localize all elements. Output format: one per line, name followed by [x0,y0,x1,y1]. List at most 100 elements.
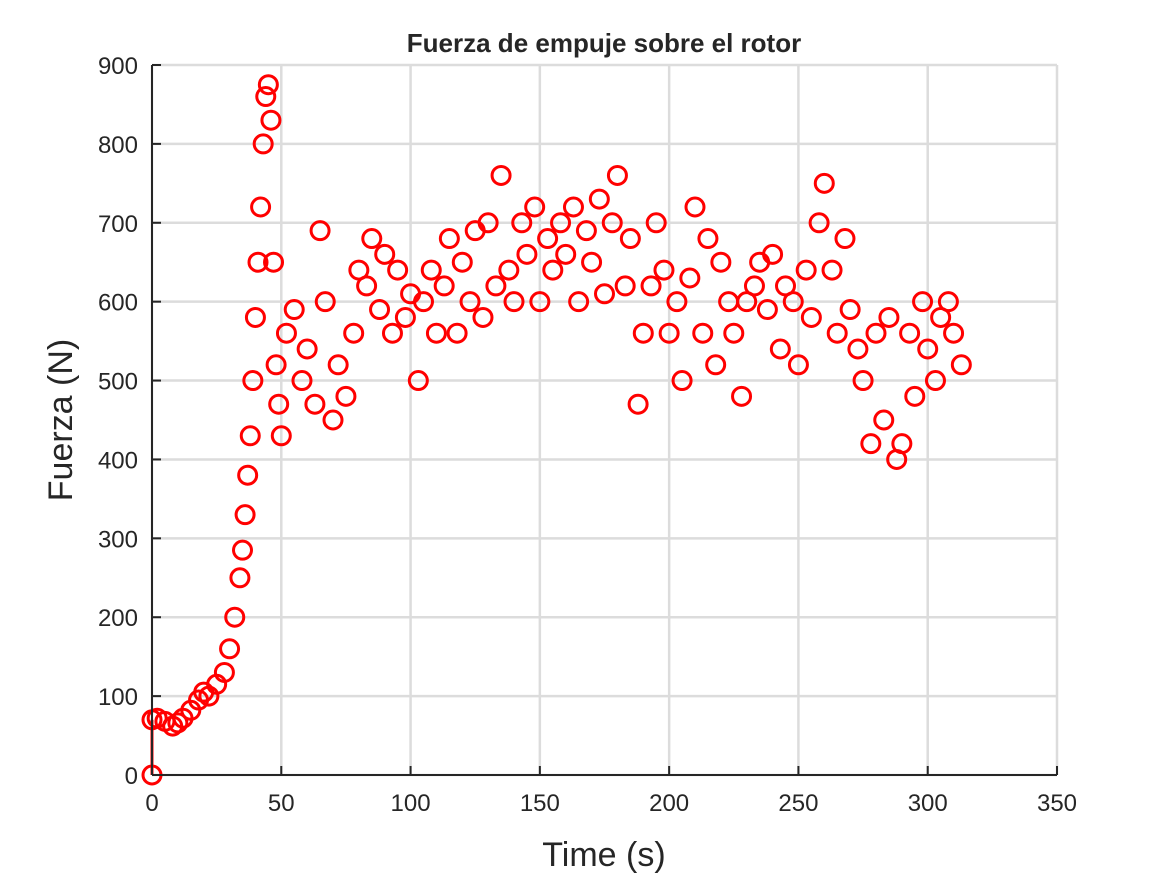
data-point [899,322,921,344]
data-point [327,354,349,376]
plot-background [152,65,1057,775]
y-tick-label: 900 [98,53,138,80]
data-point [924,370,946,392]
data-point [239,425,261,447]
plot-area [141,74,972,786]
data-point [309,220,331,242]
data-point [247,251,269,273]
data-point [394,306,416,328]
data-point [490,164,512,186]
data-point [769,338,791,360]
data-point [632,322,654,344]
data-point [283,299,305,321]
data-point [873,409,895,431]
data-point [234,504,256,526]
data-point [224,606,246,628]
data-point [762,243,784,265]
data-point [503,291,525,313]
data-point [826,322,848,344]
data-point [692,322,714,344]
data-point [743,275,765,297]
data-point [244,306,266,328]
data-point [575,220,597,242]
data-point [356,275,378,297]
data-point [787,354,809,376]
data-point [250,196,272,218]
data-point [314,291,336,313]
y-tick-label: 0 [125,763,138,790]
data-point [568,291,590,313]
data-point [255,86,277,108]
data-point [865,322,887,344]
data-point [361,228,383,250]
chart-title: Fuerza de empuje sobre el rotor [407,28,801,58]
data-point [710,251,732,273]
data-point [529,291,551,313]
data-point [524,196,546,218]
data-point [472,306,494,328]
data-point [335,385,357,407]
data-point [950,354,972,376]
y-tick-label: 300 [98,526,138,553]
data-point [666,291,688,313]
data-point [268,393,290,415]
data-point [860,433,882,455]
data-point [847,338,869,360]
data-point [782,291,804,313]
data-point [562,196,584,218]
data-point [374,243,396,265]
data-point [937,291,959,313]
data-point [451,251,473,273]
data-point [640,275,662,297]
data-point [446,322,468,344]
axes [151,64,1058,776]
data-point [213,661,235,683]
data-point [912,291,934,313]
data-point [433,275,455,297]
data-point [697,228,719,250]
data-point [381,322,403,344]
y-tick-label: 700 [98,211,138,238]
x-tick-label: 100 [391,790,431,817]
data-point [219,638,241,660]
data-point [425,322,447,344]
data-point [304,393,326,415]
data-point [511,212,533,234]
x-tick-label: 300 [908,790,948,817]
data-point [904,385,926,407]
x-tick-label: 150 [520,790,560,817]
y-tick-label: 500 [98,369,138,396]
y-axis-title: Fuerza (N) [42,339,80,501]
data-point [606,164,628,186]
data-point [601,212,623,234]
y-tick-label: 800 [98,132,138,159]
data-point [516,243,538,265]
y-tick-label: 100 [98,684,138,711]
data-point [498,259,520,281]
data-point [229,567,251,589]
data-point [658,322,680,344]
data-point [821,259,843,281]
data-point [588,188,610,210]
data-point [653,259,675,281]
data-point [542,259,564,281]
data-point [813,172,835,194]
data-point [420,259,442,281]
tick-labels: 0 50 100 150 200 250 300 350 0 100 200 300 400 500 600… [98,53,1077,817]
data-point [834,228,856,250]
data-point [322,409,344,431]
data-point [671,370,693,392]
data-point [263,251,285,273]
data-point [619,228,641,250]
data-point [296,338,318,360]
data-point [550,212,572,234]
data-point [237,464,259,486]
data-point [477,212,499,234]
data-point [627,393,649,415]
x-tick-label: 0 [145,790,158,817]
data-point [800,306,822,328]
data-point [808,212,830,234]
data-point [917,338,939,360]
data-point [581,251,603,273]
